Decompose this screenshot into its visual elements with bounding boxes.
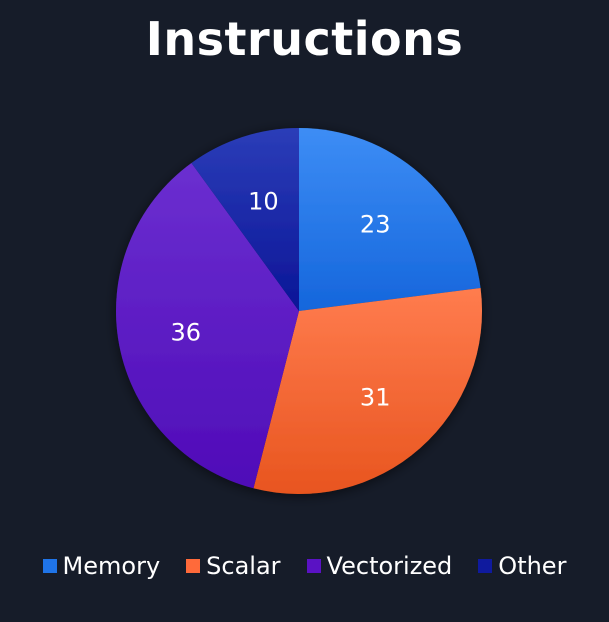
- legend-swatch-other: [478, 559, 493, 573]
- legend-label-other: Other: [498, 552, 567, 580]
- legend-item-memory: Memory: [42, 552, 161, 580]
- legend: Memory Scalar Vectorized Other: [0, 552, 609, 580]
- pie-slice-memory: [299, 128, 481, 311]
- legend-swatch-scalar: [186, 559, 201, 573]
- legend-item-other: Other: [478, 552, 566, 580]
- chart-title: Instructions: [145, 12, 464, 66]
- pie-slice-vectorized: [116, 162, 299, 489]
- pie-slice-other: [191, 128, 299, 311]
- data-label-vectorized: 36: [171, 319, 202, 347]
- legend-swatch-vectorized: [306, 559, 321, 573]
- legend-swatch-memory: [42, 559, 57, 573]
- data-label-scalar: 31: [360, 384, 391, 412]
- legend-label-memory: Memory: [62, 552, 161, 580]
- legend-item-vectorized: Vectorized: [306, 552, 453, 580]
- legend-label-scalar: Scalar: [206, 552, 281, 580]
- data-label-memory: 23: [360, 211, 391, 239]
- legend-item-scalar: Scalar: [186, 552, 281, 580]
- pie-slice-scalar: [253, 288, 483, 495]
- legend-label-vectorized: Vectorized: [326, 552, 453, 580]
- data-label-other: 10: [248, 187, 279, 215]
